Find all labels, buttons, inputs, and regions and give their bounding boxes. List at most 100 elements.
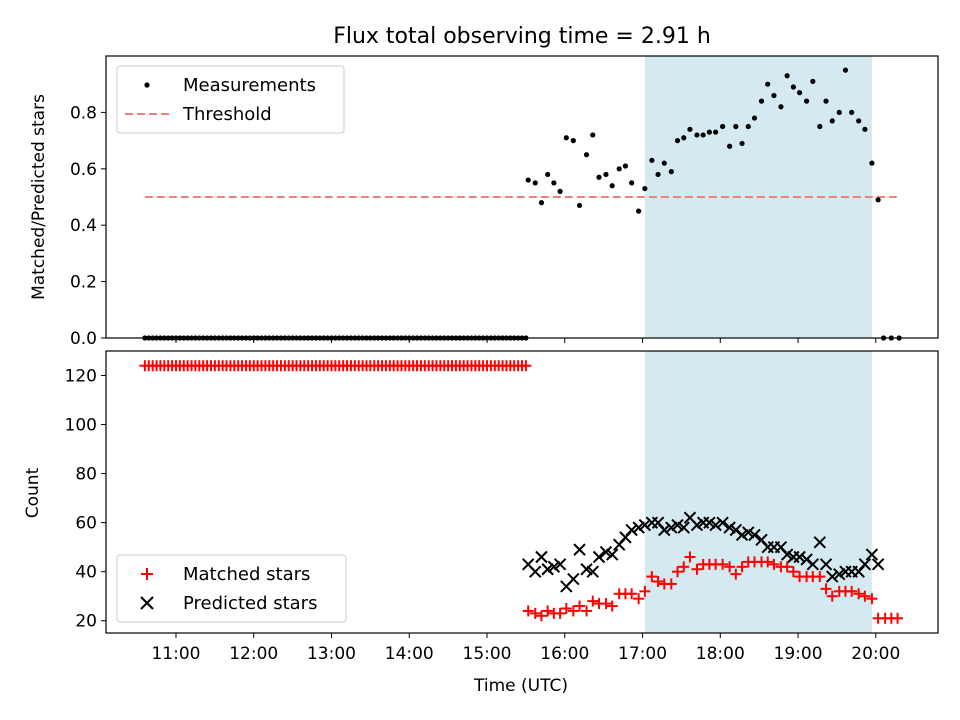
measurement-point: [661, 160, 667, 166]
measurement-point: [739, 140, 745, 147]
measurement-point: [563, 135, 569, 141]
predicted-star-point: [553, 558, 567, 571]
measurement-point: [668, 169, 674, 175]
bottom-y-tick-label: 80: [75, 465, 97, 485]
matched-star-point: [672, 566, 684, 578]
predicted-star-point: [858, 558, 872, 571]
bottom-x-tick-label: 20:00: [851, 644, 900, 664]
predicted-star-point: [709, 518, 722, 532]
matched-star-point: [581, 605, 593, 617]
legend-matched-label: Matched stars: [183, 564, 310, 585]
measurement-point: [583, 152, 590, 158]
measurement-point: [700, 132, 706, 138]
top-legend-box: [116, 65, 345, 134]
legend-matched-marker: [141, 568, 153, 580]
bottom-x-tick-label: 13:00: [307, 644, 356, 664]
predicted-star-point: [819, 558, 833, 571]
measurement-point: [771, 92, 777, 99]
predicted-star-point: [826, 570, 839, 583]
matched-star-point: [560, 602, 572, 614]
matched-star-point: [684, 551, 696, 563]
measurement-point: [538, 200, 545, 206]
predicted-star-point: [716, 516, 729, 529]
measurement-point: [570, 138, 576, 144]
measurement-point: [636, 208, 642, 214]
predicted-star-point: [871, 558, 885, 571]
matched-star-point: [529, 607, 541, 619]
matched-star-point: [853, 588, 865, 600]
matched-star-point: [730, 568, 742, 580]
predicted-star-point: [865, 548, 879, 561]
measurement-point: [557, 188, 563, 194]
measurement-point: [745, 123, 751, 130]
measurement-point: [823, 98, 829, 104]
matched-star-point: [520, 360, 532, 372]
predicted-star-point: [638, 518, 652, 532]
predicted-star-point: [748, 528, 761, 542]
measurement-point: [758, 98, 765, 104]
measurement-point: [687, 126, 693, 132]
matched-star-point: [691, 563, 703, 575]
matched-star-point: [762, 556, 774, 568]
matched-star-point: [639, 585, 651, 597]
measurement-point: [525, 177, 531, 183]
measurement-point: [869, 160, 875, 166]
predicted-star-point: [605, 548, 619, 561]
measurement-point: [706, 129, 712, 135]
measurement-point: [616, 166, 622, 172]
measurement-point: [674, 138, 681, 144]
matched-star-point: [522, 605, 534, 617]
measurement-point: [590, 132, 596, 138]
measurement-point: [849, 109, 855, 115]
bottom-y-tick-label: 120: [65, 367, 97, 387]
matched-star-point: [768, 558, 780, 570]
measurement-point: [649, 157, 655, 163]
bottom-x-tick-label: 19:00: [774, 644, 823, 664]
matched-star-point: [859, 590, 871, 602]
predicted-star-point: [535, 550, 548, 564]
bottom-y-tick-label: 100: [65, 416, 97, 436]
bottom-x-tick-label: 16:00: [540, 644, 589, 664]
top-y-tick-label: 0.4: [70, 216, 97, 236]
bottom-axes-frame: [105, 350, 939, 634]
top-axes-frame: [105, 55, 939, 339]
measurement-point: [836, 109, 842, 115]
top-y-tick-label: 0.6: [70, 160, 97, 180]
predicted-star-point: [573, 543, 586, 556]
legend-threshold-label: Threshold: [182, 104, 272, 125]
top-y-tick-label: 0.0: [70, 329, 97, 349]
bottom-legend: Matched stars Predicted stars: [116, 554, 347, 623]
predicted-star-point: [658, 523, 671, 537]
bottom-x-axis-label: Time (UTC): [473, 676, 568, 696]
predicted-star-point: [529, 565, 542, 578]
matched-star-point: [846, 585, 858, 597]
legend-predicted-label: Predicted stars: [183, 593, 317, 614]
measurement-point: [603, 171, 609, 178]
figure-title: Flux total observing time = 2.91 h: [333, 24, 711, 49]
predicted-star-point: [625, 523, 638, 537]
top-legend: Measurements Threshold: [116, 65, 345, 134]
matched-star-point: [606, 600, 618, 612]
matched-star-point: [587, 595, 599, 607]
matched-star-point: [826, 590, 838, 602]
measurement-point: [576, 202, 583, 209]
measurement-point: [765, 81, 771, 87]
matched-star-point: [633, 593, 645, 605]
measurement-point: [655, 171, 661, 178]
matched-star-point: [724, 561, 736, 573]
measurement-point: [596, 174, 602, 180]
matched-star-point: [814, 571, 826, 583]
matched-star-point: [567, 605, 579, 617]
matched-star-point: [665, 578, 677, 590]
measurement-point: [842, 67, 849, 73]
measurement-point: [733, 123, 739, 130]
measurement-point: [751, 115, 758, 121]
measurement-point: [817, 123, 823, 130]
measurement-point: [856, 118, 862, 124]
measurement-point: [694, 132, 700, 138]
predicted-star-point: [586, 565, 599, 578]
measurement-point: [681, 135, 687, 141]
measurement-point: [784, 73, 790, 79]
matched-star-point: [820, 583, 832, 595]
